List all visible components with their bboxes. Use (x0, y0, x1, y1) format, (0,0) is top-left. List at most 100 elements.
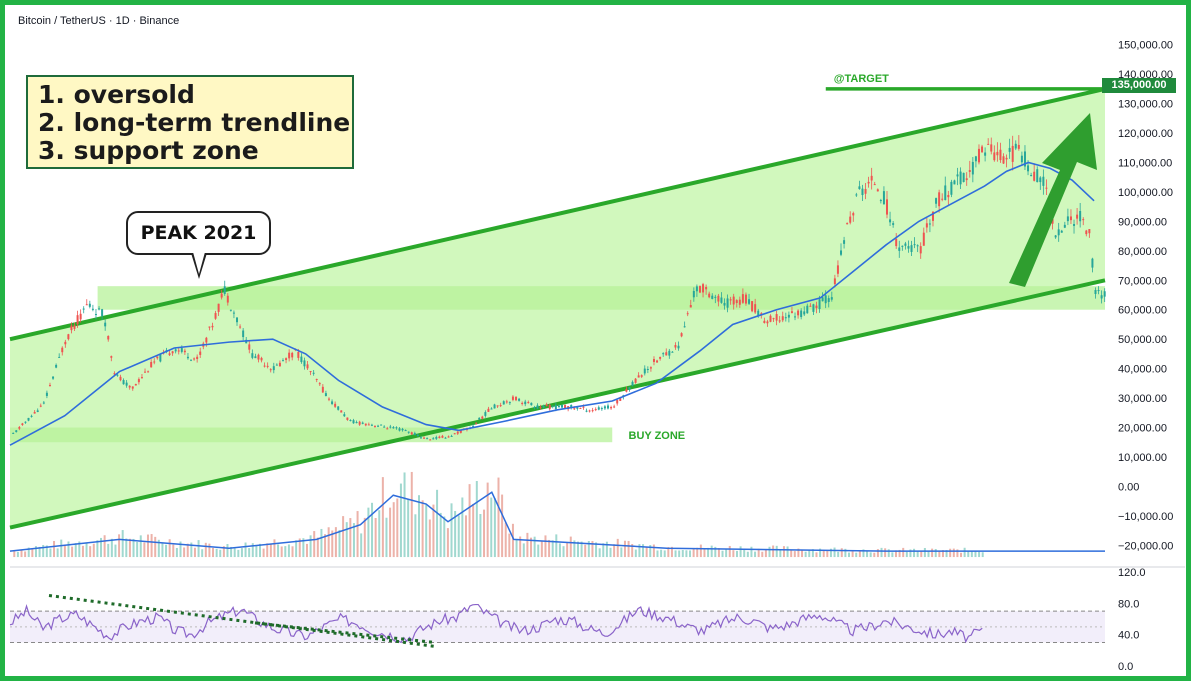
candle-body (545, 404, 548, 407)
volume-bar (443, 516, 446, 558)
volume-bar (797, 548, 800, 558)
volume-bar (652, 544, 655, 558)
volume-bar (772, 545, 775, 558)
volume-bar (649, 545, 652, 558)
candle-body (156, 356, 159, 359)
candle-body (646, 369, 649, 371)
candle-body (423, 437, 426, 439)
candle-body (36, 410, 39, 412)
candle-body (358, 421, 361, 425)
volume-bar (56, 548, 59, 558)
candle-body (744, 294, 747, 304)
candle-body (223, 286, 226, 294)
volume-bar (902, 547, 905, 558)
price-tick-label: 40,000.00 (1118, 364, 1167, 376)
candle-body (438, 436, 441, 439)
candle-body (272, 366, 275, 371)
volume-bar (233, 548, 236, 558)
candle-body (395, 427, 398, 429)
candle-body (70, 325, 73, 331)
candle-body (263, 365, 266, 367)
candle-body (76, 315, 79, 325)
candle-body (349, 420, 352, 422)
symbol-header: Bitcoin / TetherUS · 1D · Binance (18, 15, 180, 27)
candle-body (637, 375, 640, 378)
rsi-trendline-upper (48, 594, 436, 648)
candle-body (288, 352, 291, 359)
candle-body (659, 356, 662, 359)
candle-body (257, 354, 260, 360)
candle-body (208, 326, 211, 328)
rsi-tick-label: 120.0 (1118, 567, 1146, 579)
volume-bar (873, 552, 876, 558)
candle-body (539, 407, 542, 409)
volume-bar (945, 550, 948, 558)
volume-bar (811, 549, 814, 558)
candle-body (692, 291, 695, 298)
volume-bar (92, 543, 95, 558)
candle-body (220, 293, 223, 298)
price-tick-label: 110,000.00 (1118, 158, 1172, 170)
candle-body (751, 301, 754, 312)
candle-body (729, 299, 732, 301)
volume-bar (454, 510, 457, 558)
volume-bar (764, 549, 767, 558)
candle-body (1082, 219, 1085, 221)
volume-bar (858, 551, 861, 558)
volume-bar (371, 502, 374, 558)
volume-bar (190, 542, 193, 558)
candle-body (708, 293, 711, 298)
volume-bar (822, 550, 825, 558)
volume-bar (779, 550, 782, 558)
candle-body (898, 247, 901, 251)
price-tick-label: 20,000.00 (1118, 423, 1167, 435)
candle-body (429, 439, 432, 441)
volume-bar (457, 515, 460, 558)
volume-bar (428, 519, 431, 558)
candle-body (12, 432, 15, 434)
candle-body (502, 401, 505, 405)
candle-body (564, 404, 567, 409)
candle-body (677, 345, 680, 349)
volume-bar (840, 548, 843, 558)
price-tick-label: 30,000.00 (1118, 393, 1167, 405)
buy-zone (10, 427, 613, 443)
volume-bar (620, 547, 623, 558)
candle-body (82, 308, 85, 310)
volume-bar (681, 549, 684, 558)
candle-body (876, 189, 879, 192)
volume-bar (584, 544, 587, 558)
volume-bar (237, 549, 240, 558)
candle-body (928, 223, 931, 225)
volume-bar (345, 522, 348, 558)
candle-body (674, 345, 677, 348)
volume-bar (963, 547, 966, 558)
candle-body (1045, 187, 1048, 189)
candle-body (821, 297, 824, 302)
volume-bar (804, 551, 807, 558)
candle-body (58, 356, 61, 358)
candle-body (769, 315, 772, 322)
volume-bar (692, 548, 695, 558)
candle-body (472, 425, 475, 427)
candle-body (714, 296, 717, 298)
volume-bar (483, 509, 486, 558)
candle-body (631, 381, 634, 386)
volume-bar (407, 499, 410, 558)
candle-body (499, 405, 502, 407)
candle-body (625, 389, 628, 392)
candle-body (763, 320, 766, 323)
candle-body (269, 369, 272, 371)
volume-bar (212, 547, 215, 558)
candle-body (248, 344, 251, 350)
volume-bar (165, 544, 168, 558)
candle-body (413, 433, 416, 436)
volume-bar (110, 538, 113, 558)
price-chart[interactable]: BUY ZONE@TARGET150,000.00140,000.00130,0… (5, 5, 1186, 676)
candle-body (242, 330, 245, 338)
candle-body (916, 245, 919, 247)
candle-body (1020, 155, 1023, 163)
candle-body (321, 386, 324, 393)
volume-bar (974, 551, 977, 558)
candle-body (852, 213, 855, 216)
